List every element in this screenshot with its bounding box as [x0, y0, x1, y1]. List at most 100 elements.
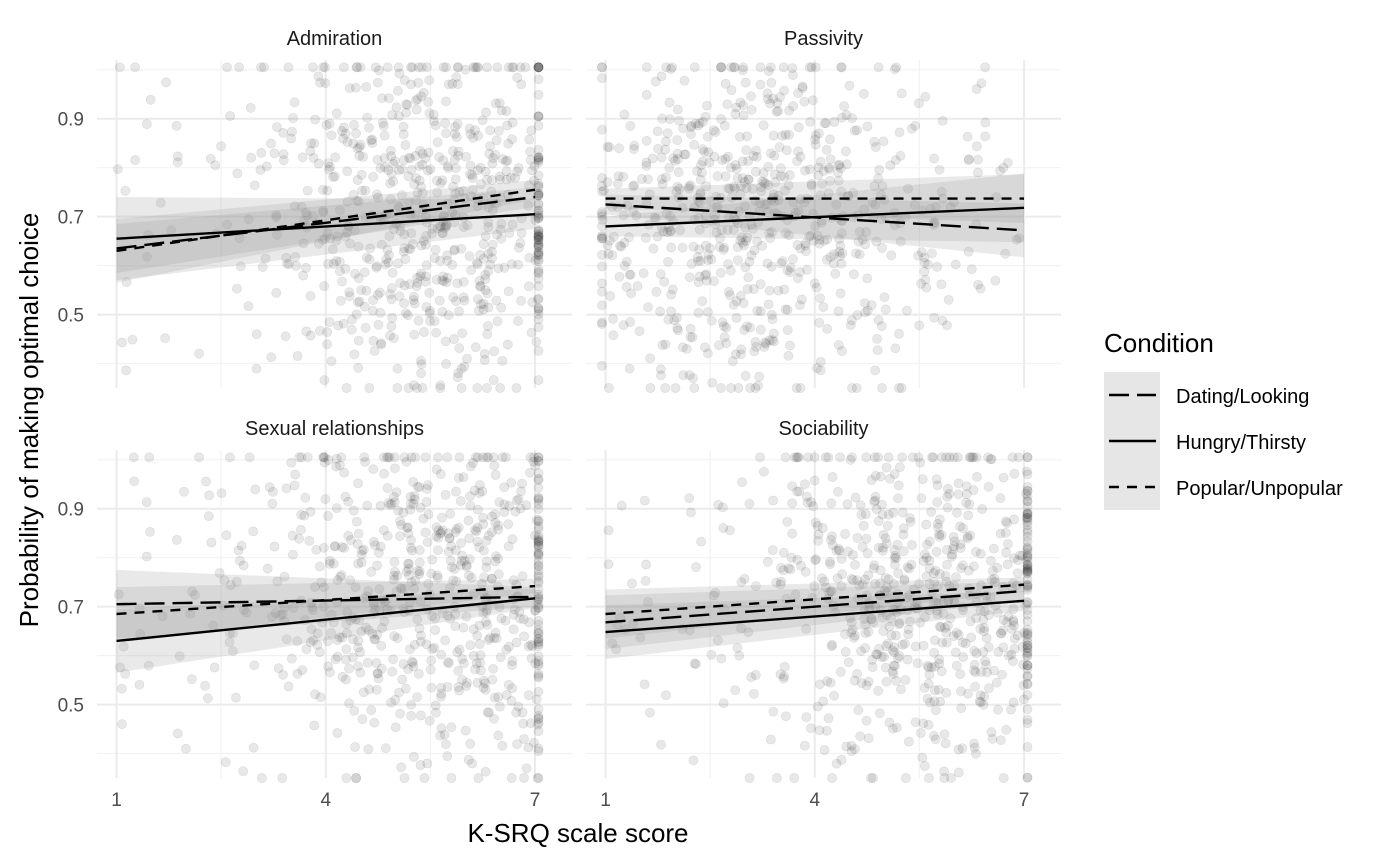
data-point [472, 259, 483, 270]
data-point [732, 643, 743, 653]
data-point [209, 662, 220, 673]
data-point [441, 128, 451, 138]
data-point [833, 306, 844, 317]
data-point [533, 205, 544, 216]
data-point [499, 482, 510, 493]
data-point [533, 62, 544, 73]
data-point [533, 241, 544, 251]
data-point [472, 62, 482, 73]
data-point [533, 230, 544, 241]
data-point [414, 545, 425, 556]
data-point [435, 221, 445, 231]
data-point [910, 120, 921, 131]
data-point [608, 330, 619, 341]
data-point [194, 348, 204, 359]
data-point [757, 240, 767, 251]
data-point [819, 118, 830, 128]
data-point [656, 152, 667, 163]
data-point [519, 734, 529, 744]
y-tick-label: 0.5 [58, 696, 84, 717]
data-point [351, 128, 361, 139]
data-point [526, 640, 536, 650]
data-point [451, 72, 462, 83]
data-point [437, 306, 448, 317]
data-point [742, 131, 752, 142]
data-point [744, 498, 755, 509]
data-point [144, 452, 155, 463]
data-point [621, 281, 632, 292]
data-point [756, 186, 767, 197]
data-point [748, 151, 759, 161]
data-point [810, 278, 820, 289]
data-point [852, 669, 862, 679]
data-point [368, 536, 379, 547]
data-point [979, 623, 989, 633]
data-point [950, 259, 961, 270]
ribbon-popular-unpopular [605, 174, 1024, 223]
data-point [342, 137, 353, 147]
data-point [424, 75, 435, 86]
data-point [336, 542, 347, 552]
data-point [458, 276, 469, 287]
data-point [660, 383, 671, 393]
data-point [500, 452, 511, 463]
data-point [377, 118, 388, 128]
data-point [364, 254, 375, 265]
data-point [316, 577, 327, 588]
data-point [656, 370, 666, 381]
data-point [1013, 452, 1024, 463]
data-point [795, 151, 806, 162]
data-point [825, 556, 835, 567]
data-point [1021, 466, 1032, 477]
data-point [355, 667, 366, 678]
data-point [412, 187, 423, 198]
data-point [746, 250, 757, 261]
data-point [425, 164, 436, 174]
data-point [446, 773, 457, 783]
data-point [935, 569, 945, 579]
data-point [444, 582, 455, 593]
data-point [597, 278, 607, 289]
data-point [886, 250, 897, 261]
data-point [750, 383, 761, 393]
data-point [393, 505, 403, 516]
data-point [917, 247, 927, 258]
data-point [533, 633, 544, 644]
data-point [467, 173, 478, 184]
data-point [362, 658, 373, 668]
data-point [533, 234, 544, 245]
data-point [379, 153, 390, 163]
data-point [618, 320, 629, 330]
data-point [848, 188, 859, 198]
data-point [739, 201, 750, 212]
data-point [452, 647, 463, 657]
data-point [709, 125, 719, 136]
panel-title: Admiration [287, 28, 383, 50]
data-point [438, 62, 449, 73]
data-point [828, 258, 839, 269]
data-point [779, 662, 790, 672]
data-point [356, 285, 367, 295]
data-point [412, 566, 423, 576]
data-point [116, 683, 127, 694]
data-point [221, 530, 232, 541]
data-point [468, 624, 479, 635]
data-point [1014, 233, 1025, 243]
data-point [465, 129, 476, 139]
data-point [421, 302, 432, 312]
data-point [458, 222, 469, 232]
data-point [304, 536, 315, 546]
data-point [661, 62, 672, 73]
data-point [717, 155, 728, 166]
data-point [533, 547, 544, 557]
data-point [433, 545, 443, 556]
data-point [741, 183, 752, 194]
data-point [494, 701, 505, 712]
data-point [980, 117, 991, 128]
data-point [744, 256, 755, 267]
data-point [492, 316, 503, 327]
data-point [738, 62, 749, 73]
data-point [766, 261, 777, 272]
data-point [349, 120, 359, 130]
x-tick-label: 7 [530, 790, 541, 811]
